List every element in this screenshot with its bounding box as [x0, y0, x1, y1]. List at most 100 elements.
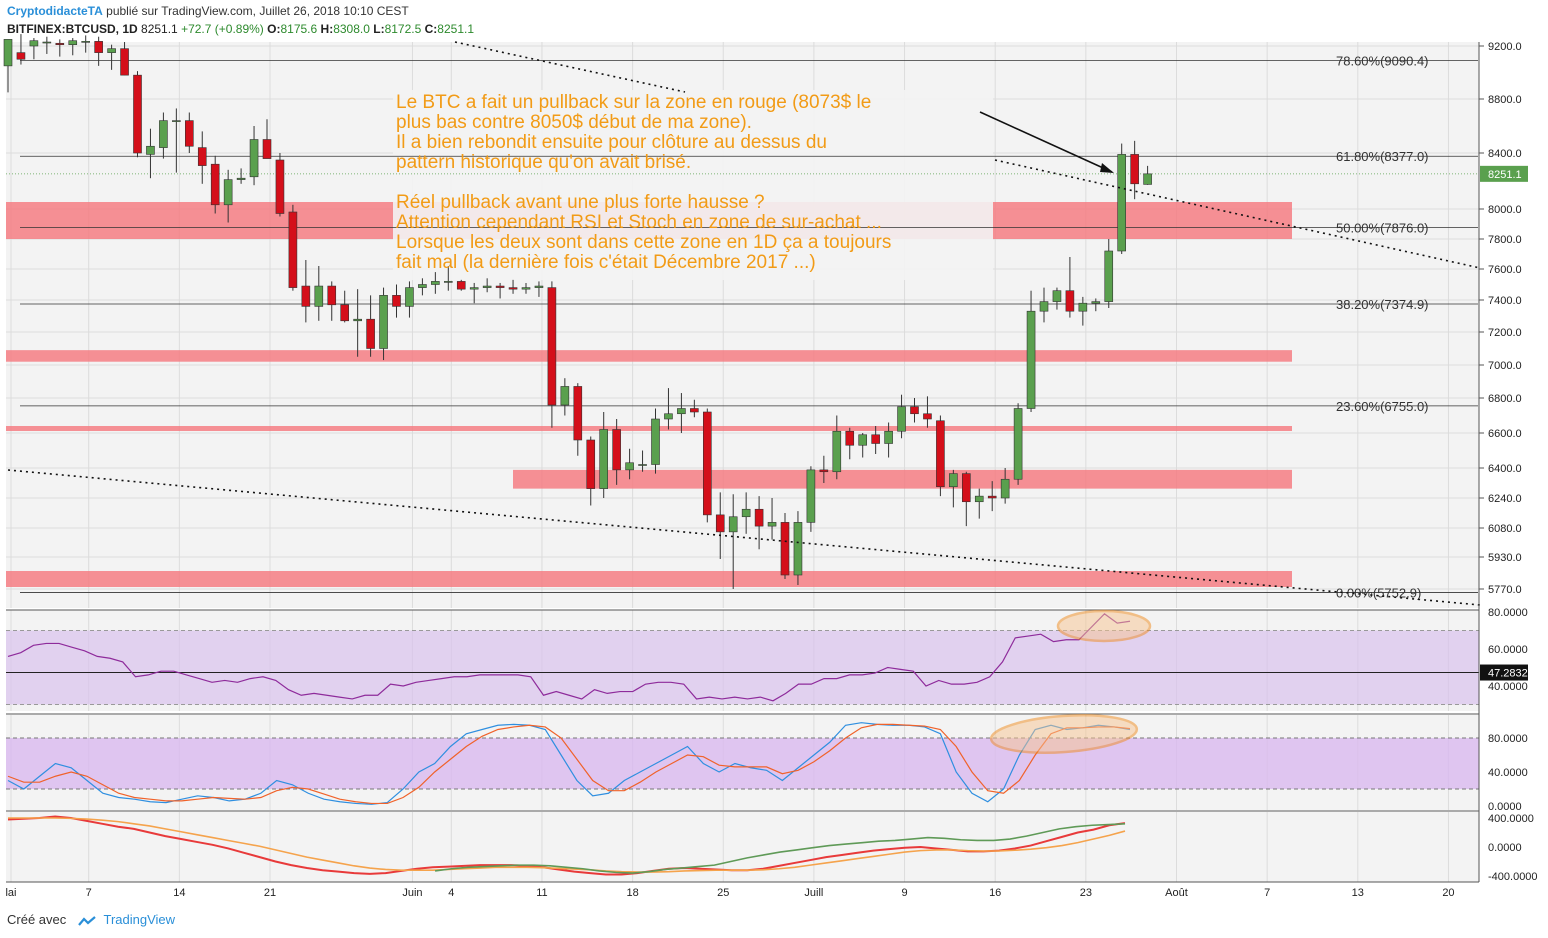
- x-tick-label: 13: [1352, 887, 1364, 899]
- macd-tick-label: -400.0000: [1488, 871, 1538, 883]
- candle-body: [405, 287, 414, 307]
- rsi-value-badge-text: 47.2832: [1488, 668, 1528, 680]
- candle-body: [1143, 173, 1152, 185]
- stoch-overbought-highlight: [989, 714, 1139, 754]
- candle-body: [845, 430, 855, 446]
- stoch-k-line: [7, 722, 1131, 805]
- candle-body: [81, 41, 90, 43]
- candle-body: [29, 40, 39, 47]
- candle-body: [1065, 290, 1075, 312]
- symbol-label[interactable]: BITFINEX:BTCUSD, 1D: [7, 22, 138, 36]
- candle-body: [314, 285, 324, 307]
- candle-body: [534, 285, 544, 288]
- x-tick-label: 7: [86, 887, 92, 899]
- candle-body: [612, 429, 621, 471]
- rsi-tick-label: 40.0000: [1488, 681, 1528, 693]
- rsi-overbought-highlight: [1056, 609, 1152, 643]
- candle-body: [159, 120, 168, 148]
- x-tick-label: Juill: [804, 887, 823, 899]
- price-change: +72.7 (+0.89%): [181, 22, 264, 36]
- price-tick-label: 7800.0: [1488, 234, 1522, 246]
- x-tick-label: 11: [536, 887, 547, 899]
- candle-body: [262, 139, 272, 159]
- candle-body: [366, 318, 375, 349]
- candle-body: [107, 48, 116, 53]
- candle-body: [1130, 154, 1139, 185]
- fib-level-label: 50.00%(7876.0): [1336, 221, 1429, 236]
- last-price: 8251.1: [141, 22, 178, 36]
- x-tick-label: 18: [626, 887, 638, 899]
- fib-level-label: 23.60%(6755.0): [1336, 399, 1429, 414]
- candle-body: [858, 434, 868, 446]
- candle-body: [249, 139, 259, 178]
- fib-level-label: 0.00%(5752.9): [1336, 585, 1421, 600]
- macd-tick-label: 400.0000: [1488, 813, 1534, 825]
- price-tick-label: 6800.0: [1488, 393, 1522, 405]
- candle-body: [806, 469, 816, 523]
- candle-body: [728, 516, 738, 533]
- candle-body: [55, 43, 65, 45]
- stoch-tick-label: 40.0000: [1488, 767, 1528, 779]
- candle-body: [94, 41, 103, 53]
- x-tick-label: 16: [989, 887, 1001, 899]
- author-link[interactable]: CryptodidacteTA: [7, 4, 103, 18]
- x-tick-label: 4: [448, 887, 454, 899]
- fib-level-label: 78.60%(9090.4): [1336, 54, 1429, 69]
- candle-body: [210, 163, 220, 206]
- candle-body: [910, 406, 919, 415]
- candle-body: [897, 406, 906, 432]
- candle-body: [443, 281, 453, 283]
- x-tick-label: 25: [717, 887, 729, 899]
- rsi-value-badge: [1480, 664, 1528, 681]
- macd-tick-label: 0.0000: [1488, 842, 1522, 854]
- candle-body: [832, 430, 842, 473]
- arrow-head-icon: [1100, 163, 1114, 173]
- macd-macd-line: [7, 815, 1126, 876]
- price-tick-label: 7400.0: [1488, 295, 1522, 307]
- candle-body: [949, 473, 958, 488]
- candle-body: [353, 318, 362, 322]
- x-tick-label: Août: [1165, 887, 1188, 899]
- candle-body: [236, 177, 246, 180]
- candle-body: [1000, 478, 1010, 499]
- candle-body: [936, 420, 945, 488]
- candle-body: [625, 462, 634, 471]
- high-label: H:: [320, 22, 334, 36]
- x-tick-label: 9: [901, 887, 907, 899]
- macd-pane[interactable]: [6, 812, 1479, 882]
- stoch-band: [6, 738, 1479, 789]
- macd-signal-line: [8, 817, 1126, 873]
- publication-info: publié sur TradingView.com, Juillet 26, …: [106, 4, 409, 18]
- stoch-tick-label: 0.0000: [1488, 801, 1522, 813]
- x-tick-label: 23: [1080, 887, 1092, 899]
- candle-body: [1104, 250, 1114, 302]
- candle-body: [418, 284, 427, 288]
- created-with-label: Créé avec: [7, 912, 67, 927]
- price-tick-label: 5770.0: [1488, 584, 1522, 596]
- candle-body: [1117, 154, 1126, 252]
- candle-body: [599, 429, 609, 489]
- candle-body: [664, 413, 673, 420]
- candle-body: [288, 211, 298, 288]
- price-tick-label: 7000.0: [1488, 360, 1522, 372]
- price-tick-label: 8800.0: [1488, 94, 1522, 106]
- resistance-zone: [6, 426, 1292, 431]
- candle-body: [767, 522, 777, 527]
- candle-body: [884, 430, 893, 444]
- close-value: 8251.1: [437, 22, 474, 36]
- candle-body: [741, 508, 751, 518]
- candle-body: [923, 413, 932, 420]
- candle-body: [871, 434, 880, 444]
- last-price-badge: [1480, 165, 1528, 182]
- candle-body: [573, 386, 583, 441]
- candle-body: [1091, 301, 1101, 304]
- annotation-box: [393, 90, 993, 280]
- candle-body: [42, 41, 52, 44]
- candle-body: [651, 418, 660, 465]
- tradingview-link[interactable]: TradingView: [103, 912, 176, 927]
- x-tick-label: 14: [173, 887, 185, 899]
- symbol-header: BITFINEX:BTCUSD, 1D 8251.1 +72.7 (+0.89%…: [7, 22, 474, 36]
- candle-body: [819, 469, 829, 473]
- candle-body: [754, 508, 764, 527]
